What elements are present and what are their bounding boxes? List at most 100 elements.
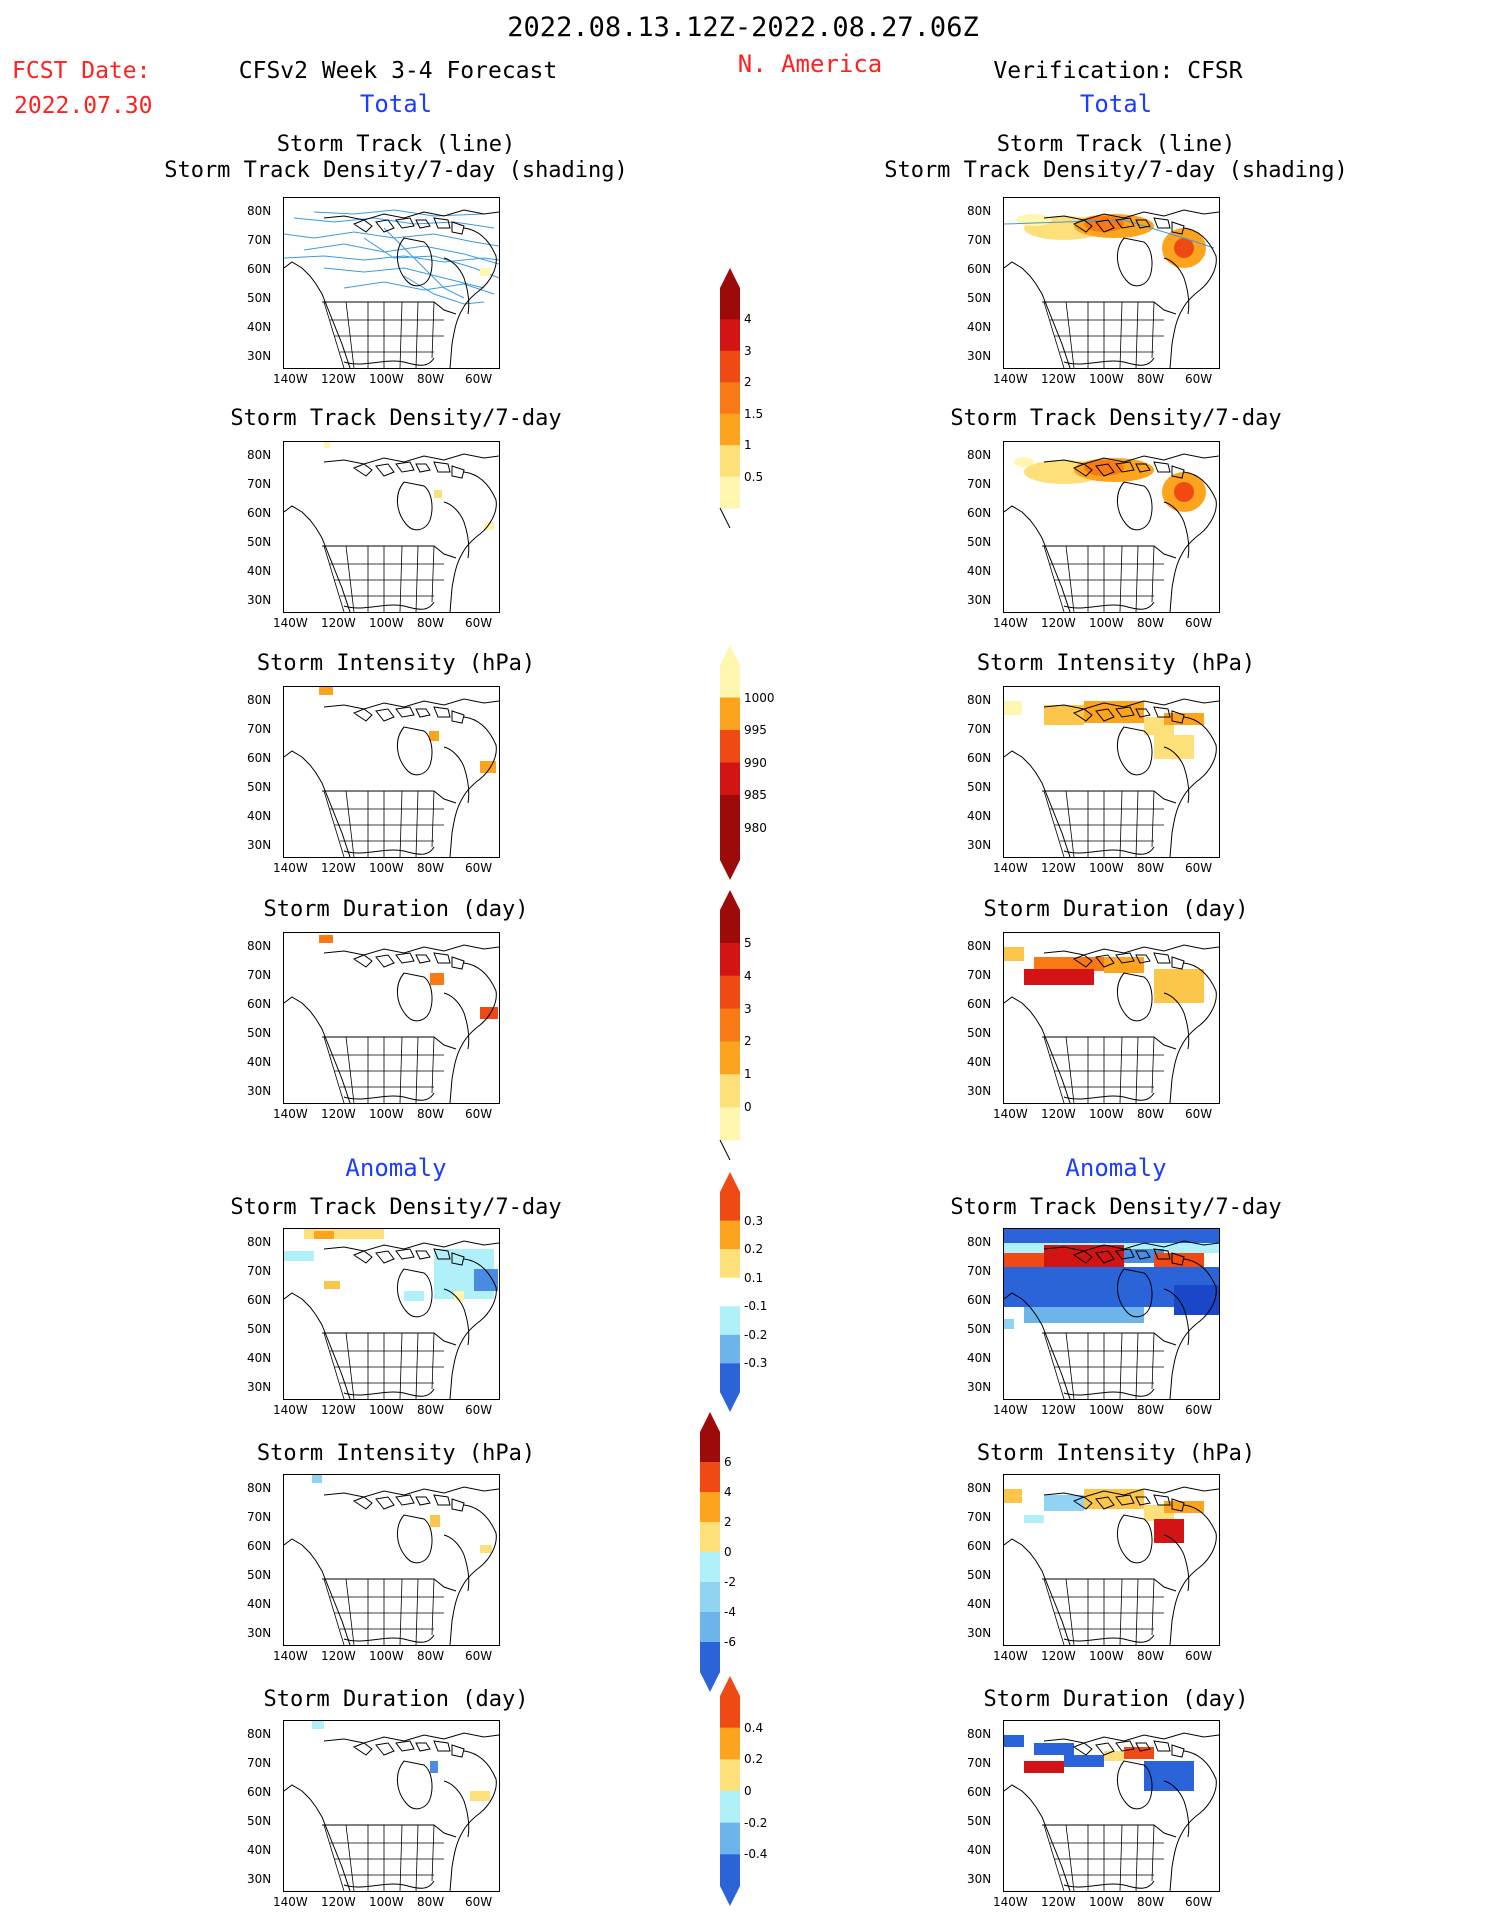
shading-layer (1004, 1735, 1194, 1791)
lat-tick-label: 40N (967, 1597, 992, 1611)
shading-layer (284, 209, 499, 305)
colorbar-density-total-label: 1 (744, 438, 752, 453)
colorbar-intensity-total-label: 1000 (744, 690, 775, 705)
colorbar-density-total (719, 268, 740, 528)
lat-tick-label: 60N (247, 262, 272, 276)
colorbar-duration-total-label: 1 (744, 1067, 752, 1082)
lat-tick-label: 70N (967, 233, 992, 247)
lon-tick-label: 100W (1089, 372, 1124, 386)
lon-tick-label: 60W (465, 1649, 493, 1663)
panel-title-track-line-right: Storm Track (line) (996, 132, 1236, 157)
forecast-map-panel-7 (283, 1720, 500, 1892)
lat-tick-label: 70N (967, 477, 992, 491)
lat-tick-label: 60N (247, 1293, 272, 1307)
lon-tick-label: 80W (417, 861, 445, 875)
lon-tick-label: 100W (369, 861, 404, 875)
colorbar-duration-total-label: 3 (744, 1001, 752, 1016)
lat-tick-label: 60N (967, 751, 992, 765)
lat-tick-label: 40N (967, 1843, 992, 1857)
lat-tick-label: 70N (247, 1510, 272, 1524)
lon-tick-label: 120W (321, 616, 356, 630)
forecast-title: CFSv2 Week 3-4 Forecast (238, 58, 558, 84)
lon-tick-label: 100W (1089, 616, 1124, 630)
lat-tick-label: 40N (247, 809, 272, 823)
lat-tick-label: 50N (967, 1322, 992, 1336)
lat-tick-label: 40N (247, 564, 272, 578)
lat-tick-label: 70N (247, 1756, 272, 1770)
basemap (284, 944, 499, 1103)
colorbar-intensity-anom (700, 1412, 720, 1692)
forecast-map-panel-6 (283, 1474, 500, 1646)
lon-tick-label: 140W (273, 861, 308, 875)
verification-map-panel-3 (1003, 686, 1220, 858)
colorbar-duration-anom (720, 1676, 740, 1906)
lat-tick-label: 40N (967, 1055, 992, 1069)
lon-tick-label: 80W (1137, 1107, 1165, 1121)
lat-tick-label: 40N (967, 564, 992, 578)
lat-tick-label: 50N (967, 291, 992, 305)
lon-tick-label: 120W (1041, 1649, 1076, 1663)
lat-tick-label: 60N (967, 1539, 992, 1553)
colorbar-duration-anom-label: -0.2 (744, 1815, 768, 1830)
lat-tick-label: 60N (967, 506, 992, 520)
colorbar-intensity-total-label: 980 (744, 820, 767, 835)
lat-tick-label: 50N (967, 780, 992, 794)
colorbar-density-total-label: 2 (744, 375, 752, 390)
shading-layer (312, 1475, 492, 1553)
lon-tick-label: 140W (273, 1403, 308, 1417)
panel-title-density-right: Storm Track Density/7-day (950, 406, 1282, 431)
shading-layer (1004, 214, 1215, 268)
lat-tick-label: 40N (247, 1055, 272, 1069)
lon-tick-label: 80W (417, 1895, 445, 1909)
basemap (284, 1486, 499, 1645)
lon-tick-label: 100W (369, 616, 404, 630)
lat-tick-label: 30N (247, 1626, 272, 1640)
shading-layer (324, 442, 494, 530)
lon-tick-label: 120W (321, 1107, 356, 1121)
lat-tick-label: 80N (247, 1727, 272, 1741)
lon-tick-label: 60W (1185, 1649, 1213, 1663)
lat-tick-label: 50N (967, 1026, 992, 1040)
lat-tick-label: 60N (967, 262, 992, 276)
lat-tick-label: 30N (247, 1872, 272, 1886)
verification-map-panel-7 (1003, 1720, 1220, 1892)
shading-layer (1004, 701, 1204, 759)
lat-tick-label: 50N (247, 1322, 272, 1336)
lon-tick-label: 80W (417, 372, 445, 386)
panel-title-intensity-anom-right: Storm Intensity (hPa) (976, 1441, 1256, 1466)
forecast-map-panel-5 (283, 1228, 500, 1400)
lon-tick-label: 100W (369, 1403, 404, 1417)
colorbar-density-anom (720, 1172, 740, 1412)
lon-tick-label: 60W (1185, 1107, 1213, 1121)
basemap (284, 698, 499, 857)
forecast-map-panel-2 (283, 441, 500, 613)
verification-map-panel-1 (1003, 197, 1220, 369)
shading-layer (1004, 947, 1204, 1003)
lat-tick-label: 30N (967, 593, 992, 607)
basemap (1004, 1486, 1219, 1645)
total-label-right: Total (1079, 90, 1153, 118)
lat-tick-label: 40N (247, 320, 272, 334)
forecast-map-panel-1 (283, 197, 500, 369)
panel-title-intensity-left: Storm Intensity (hPa) (256, 651, 536, 676)
lon-tick-label: 120W (321, 1649, 356, 1663)
lat-tick-label: 50N (247, 291, 272, 305)
lat-tick-label: 70N (247, 722, 272, 736)
lat-tick-label: 50N (967, 1814, 992, 1828)
lat-tick-label: 60N (247, 1539, 272, 1553)
lat-tick-label: 80N (247, 204, 272, 218)
lat-tick-label: 40N (247, 1843, 272, 1857)
lon-tick-label: 80W (1137, 1649, 1165, 1663)
lat-tick-label: 60N (967, 1293, 992, 1307)
lat-tick-label: 80N (247, 939, 272, 953)
shading-layer (1004, 1229, 1219, 1329)
forecast-map-panel-3 (283, 686, 500, 858)
panel-title-track-shading-right: Storm Track Density/7-day (shading) (884, 158, 1348, 183)
lon-tick-label: 80W (417, 1649, 445, 1663)
verification-map-panel-2 (1003, 441, 1220, 613)
lat-tick-label: 80N (967, 1481, 992, 1495)
lon-tick-label: 80W (417, 1107, 445, 1121)
lat-tick-label: 80N (967, 1235, 992, 1249)
lon-tick-label: 140W (993, 1107, 1028, 1121)
anomaly-label-right: Anomaly (1065, 1154, 1167, 1182)
